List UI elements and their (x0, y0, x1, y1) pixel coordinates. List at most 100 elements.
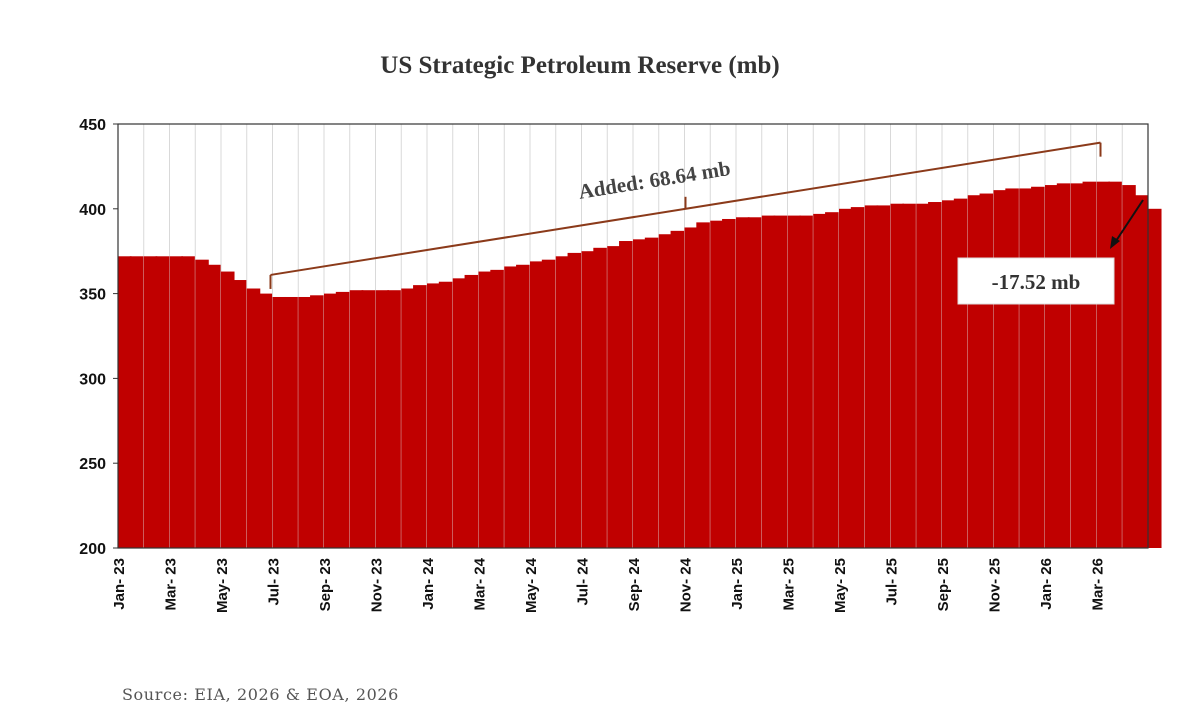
bar (1134, 195, 1148, 549)
bar (1070, 183, 1085, 549)
y-tick-label: 300 (79, 371, 106, 388)
bar (1019, 188, 1033, 548)
annotation-arrowhead (1110, 236, 1120, 249)
bar (310, 295, 324, 548)
source-note: Source: EIA, 2026 & EOA, 2026 (122, 685, 399, 704)
bar (979, 193, 994, 549)
bar (349, 290, 364, 548)
x-tick-label: May- 25 (832, 558, 849, 613)
x-tick-label: Mar- 23 (163, 558, 180, 611)
bar (284, 296, 298, 548)
bar (401, 288, 415, 548)
bar (555, 256, 570, 548)
bar (684, 227, 699, 548)
bar (710, 220, 724, 549)
x-tick-label: May- 24 (523, 557, 540, 613)
bar (478, 271, 493, 548)
bar (696, 222, 710, 548)
bar (427, 283, 441, 548)
bar (1082, 181, 1097, 548)
bar (207, 264, 221, 548)
bar (670, 230, 685, 548)
bar (773, 215, 788, 548)
x-tick-label: Sep- 25 (935, 558, 952, 611)
y-tick-label: 250 (79, 456, 106, 473)
bar (504, 266, 518, 548)
bar (1045, 185, 1059, 548)
x-tick-label: Jan- 26 (1038, 558, 1055, 610)
bar (799, 215, 813, 548)
bar (221, 271, 235, 548)
bar (272, 296, 287, 548)
bar (387, 290, 401, 548)
x-tick-label: May- 23 (214, 558, 231, 613)
bar (1148, 208, 1162, 549)
x-tick-label: Sep- 24 (626, 557, 643, 611)
bar (567, 252, 582, 548)
x-tick-label: Jul- 24 (575, 557, 592, 605)
bar (876, 205, 891, 548)
bar (541, 259, 556, 548)
x-tick-label: Mar- 25 (781, 558, 798, 611)
bar (644, 237, 659, 548)
bar (375, 290, 390, 548)
x-tick-label: Nov- 24 (678, 557, 695, 612)
bar (195, 259, 209, 548)
x-tick-label: Nov- 25 (987, 558, 1004, 612)
bar (516, 264, 530, 548)
y-tick-label: 200 (79, 541, 106, 558)
x-tick-label: Jan- 23 (111, 558, 128, 610)
bar (722, 218, 736, 549)
bar (864, 205, 879, 548)
bar (736, 217, 750, 548)
x-tick-label: Nov- 23 (369, 558, 386, 612)
bar (1096, 181, 1111, 548)
bar (413, 285, 427, 548)
bar (825, 212, 839, 548)
bar (1056, 183, 1071, 549)
bar (953, 198, 968, 548)
y-tick-label: 400 (79, 202, 106, 219)
bar (452, 278, 467, 548)
bar (324, 293, 338, 548)
bar (143, 256, 158, 548)
x-tick-label: Mar- 24 (472, 557, 489, 610)
chart-title: US Strategic Petroleum Reserve (mb) (380, 52, 780, 79)
bar (530, 261, 544, 548)
bar (155, 256, 170, 548)
plot-border (117, 123, 1149, 549)
bar (993, 190, 1008, 548)
bar (438, 281, 453, 548)
bar (246, 288, 261, 548)
bar (181, 256, 195, 548)
bar (593, 247, 607, 548)
bar (787, 215, 802, 548)
bar (361, 290, 376, 548)
bar (490, 269, 504, 548)
bar (928, 202, 942, 548)
bar (1005, 188, 1019, 548)
bar (633, 239, 647, 548)
annotation-arrow (1113, 199, 1144, 245)
bar (619, 241, 633, 548)
bar (902, 203, 916, 548)
bar (118, 256, 132, 548)
bar (298, 296, 312, 548)
bar (232, 280, 247, 548)
bar (169, 256, 184, 548)
x-tick-label: Jan- 24 (420, 557, 437, 609)
x-tick-label: Jul- 23 (266, 558, 283, 606)
bar (813, 213, 827, 548)
bar (581, 251, 596, 548)
y-tick-label: 350 (79, 287, 106, 304)
bar (464, 274, 479, 548)
bar (607, 246, 621, 549)
bar (916, 203, 930, 548)
x-tick-label: Jul- 25 (884, 558, 901, 606)
bar (1122, 185, 1136, 548)
bar (1031, 186, 1045, 548)
annotation-box (957, 257, 1115, 305)
x-tick-label: Jan- 25 (729, 558, 746, 610)
bar (258, 293, 273, 548)
